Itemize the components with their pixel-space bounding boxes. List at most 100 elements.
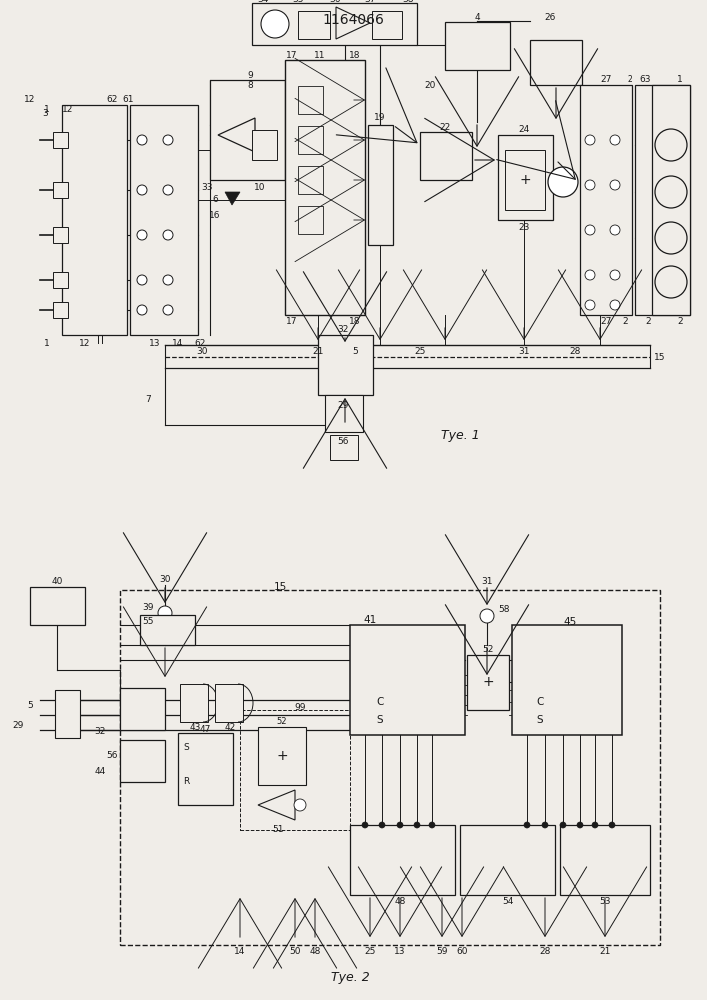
Text: 50: 50: [289, 948, 300, 956]
Circle shape: [163, 275, 173, 285]
Circle shape: [137, 185, 147, 195]
Text: Τуе. 2: Τуе. 2: [331, 972, 369, 984]
Text: 59: 59: [436, 948, 448, 956]
Text: 30: 30: [197, 348, 208, 357]
Text: 55: 55: [142, 617, 153, 626]
Circle shape: [655, 266, 687, 298]
Bar: [298, 86, 323, 114]
Text: 62: 62: [106, 96, 117, 104]
Bar: [215, 684, 243, 722]
Text: 13: 13: [149, 338, 160, 348]
Bar: [460, 825, 555, 895]
Text: 23: 23: [518, 224, 530, 232]
Text: 12: 12: [62, 105, 74, 114]
Text: 20: 20: [424, 81, 436, 90]
Text: 31: 31: [481, 578, 493, 586]
Circle shape: [560, 822, 566, 828]
Text: 1: 1: [44, 338, 50, 348]
Bar: [325, 395, 363, 432]
Bar: [120, 740, 165, 782]
Bar: [53, 302, 68, 318]
Bar: [30, 587, 85, 625]
Circle shape: [66, 726, 74, 734]
Circle shape: [480, 609, 494, 623]
Text: 53: 53: [600, 898, 611, 906]
Bar: [53, 227, 68, 243]
Circle shape: [592, 822, 598, 828]
Bar: [252, 130, 277, 160]
Text: 33: 33: [201, 182, 213, 192]
Polygon shape: [225, 192, 240, 205]
Text: 14: 14: [173, 338, 184, 348]
Circle shape: [429, 822, 435, 828]
Text: 47: 47: [199, 726, 211, 734]
Text: 10: 10: [255, 184, 266, 192]
Text: 2: 2: [677, 318, 683, 326]
Text: 48: 48: [395, 898, 406, 906]
Bar: [420, 132, 472, 180]
Text: 40: 40: [52, 578, 63, 586]
Text: 63: 63: [639, 76, 650, 85]
Bar: [55, 690, 80, 738]
Text: 43: 43: [189, 724, 201, 732]
Circle shape: [66, 711, 74, 719]
Bar: [285, 60, 365, 315]
Text: 2: 2: [628, 76, 632, 85]
Text: R: R: [183, 778, 189, 786]
Text: 5: 5: [352, 348, 358, 357]
Text: 24: 24: [518, 125, 530, 134]
Text: +: +: [519, 173, 531, 187]
Text: 61: 61: [122, 96, 134, 104]
Bar: [53, 132, 68, 148]
Text: 12: 12: [79, 338, 90, 348]
Text: 52: 52: [276, 718, 287, 726]
Text: 1164066: 1164066: [322, 13, 384, 27]
Text: +: +: [482, 675, 493, 689]
Text: 31: 31: [518, 348, 530, 357]
Text: 44: 44: [94, 768, 105, 776]
Bar: [240, 710, 350, 830]
Bar: [505, 150, 545, 210]
Circle shape: [137, 305, 147, 315]
Circle shape: [163, 135, 173, 145]
Text: 7: 7: [145, 395, 151, 404]
Circle shape: [655, 129, 687, 161]
Text: 1: 1: [44, 105, 50, 114]
Text: 19: 19: [374, 113, 386, 122]
Bar: [258, 727, 306, 785]
Text: 8: 8: [247, 81, 253, 90]
Text: 13: 13: [395, 948, 406, 956]
Circle shape: [414, 822, 420, 828]
Circle shape: [609, 822, 615, 828]
Text: 60: 60: [456, 948, 468, 956]
Bar: [445, 22, 510, 70]
Text: 1: 1: [677, 76, 683, 85]
Circle shape: [610, 270, 620, 280]
Bar: [178, 733, 233, 805]
Text: 17: 17: [286, 318, 298, 326]
Circle shape: [610, 300, 620, 310]
Bar: [252, 3, 417, 45]
Text: 27: 27: [600, 318, 612, 326]
Circle shape: [577, 822, 583, 828]
Bar: [560, 825, 650, 895]
Text: 51: 51: [272, 826, 284, 834]
Text: 99: 99: [294, 702, 305, 712]
Bar: [298, 126, 323, 154]
Text: 56: 56: [106, 750, 118, 760]
Text: 21: 21: [312, 348, 324, 357]
Bar: [62, 105, 127, 335]
Bar: [467, 655, 509, 710]
Text: 32: 32: [337, 326, 349, 334]
Text: 62: 62: [194, 338, 206, 348]
Bar: [330, 435, 358, 460]
Text: 25: 25: [364, 948, 375, 956]
Bar: [130, 105, 198, 335]
Text: 11: 11: [314, 50, 326, 60]
Circle shape: [158, 606, 172, 620]
Text: S: S: [183, 744, 189, 752]
Text: 25: 25: [414, 348, 426, 357]
Circle shape: [163, 230, 173, 240]
Bar: [530, 40, 582, 85]
Circle shape: [585, 300, 595, 310]
